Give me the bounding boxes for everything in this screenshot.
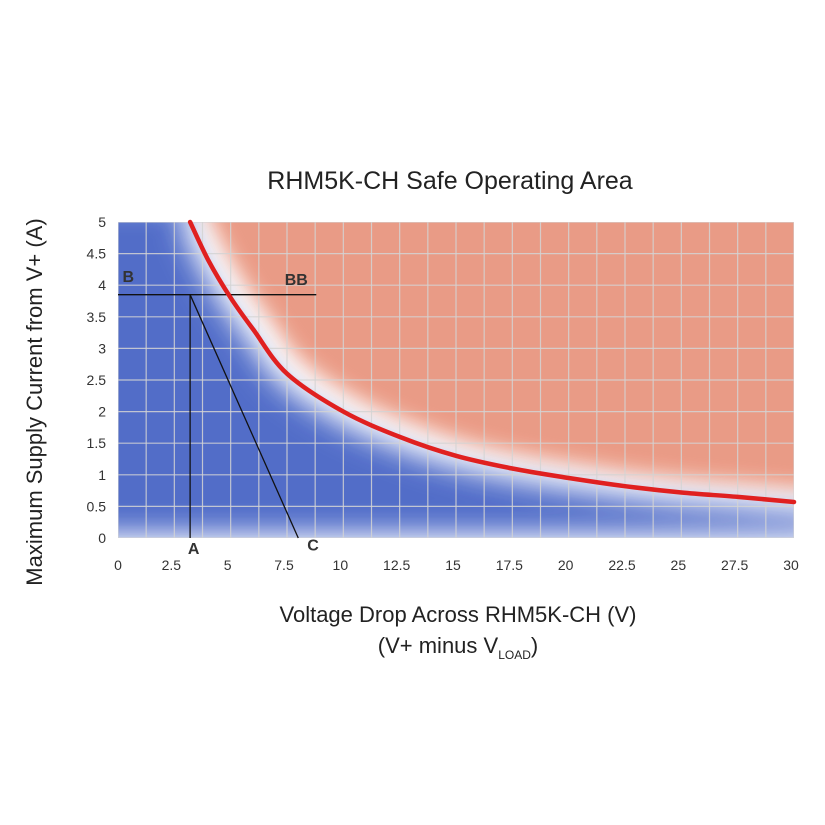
y-tick-label: 4 (98, 277, 106, 293)
x-axis-label-subscript: LOAD (498, 648, 531, 662)
x-tick-label: 12.5 (383, 557, 410, 573)
y-tick-label: 4.5 (87, 246, 107, 262)
y-tick-label: 2.5 (87, 372, 107, 388)
x-tick-label: 7.5 (274, 557, 294, 573)
annotation-bb: BB (285, 272, 308, 289)
y-axis-ticks: 0 0.5 1 1.5 2 2.5 3 3.5 4 4.5 5 (87, 214, 107, 546)
construction-line (189, 294, 299, 539)
x-tick-label: 5 (224, 557, 232, 573)
chart-title: RHM5K-CH Safe Operating Area (267, 167, 633, 195)
annotations: B BBA C (123, 269, 320, 558)
x-tick-label: 2.5 (162, 557, 182, 573)
x-axis-label-sub: (V+ minus VLOAD) (378, 633, 538, 662)
x-axis-label: Voltage Drop Across RHM5K-CH (V) (280, 602, 637, 627)
y-tick-label: 1.5 (87, 435, 107, 451)
y-tick-label: 2 (98, 404, 106, 420)
x-tick-label: 10 (333, 557, 349, 573)
construction-lines (118, 294, 317, 539)
y-tick-label: 3.5 (87, 309, 107, 325)
x-tick-label: 25 (671, 557, 687, 573)
unsafe-region (211, 222, 794, 489)
y-tick-label: 0.5 (87, 498, 107, 514)
x-tick-label: 15 (445, 557, 461, 573)
x-axis-label-prefix: (V+ minus V (378, 633, 499, 658)
x-axis-label-suffix: ) (531, 633, 538, 658)
annotation-a: A (188, 541, 200, 558)
y-tick-label: 3 (98, 340, 106, 356)
x-axis-ticks: 0 2.5 5 7.5 10 12.5 15 17.5 20 22.5 25 27.5 30 (114, 557, 799, 573)
x-tick-label: 20 (558, 557, 574, 573)
x-tick-label: 22.5 (608, 557, 635, 573)
x-tick-label: 27.5 (721, 557, 748, 573)
grid-lines (118, 222, 794, 538)
soa-limit-curve (187, 219, 797, 505)
y-tick-label: 1 (98, 467, 106, 483)
x-tick-label: 30 (783, 557, 799, 573)
y-tick-label: 0 (98, 530, 106, 546)
y-axis-label: Maximum Supply Current from V+ (A) (22, 218, 47, 585)
annotation-b: B (123, 269, 135, 286)
x-tick-label: 17.5 (496, 557, 523, 573)
x-tick-label: 0 (114, 557, 122, 573)
y-tick-label: 5 (98, 214, 106, 230)
annotation-c: C (307, 538, 319, 555)
